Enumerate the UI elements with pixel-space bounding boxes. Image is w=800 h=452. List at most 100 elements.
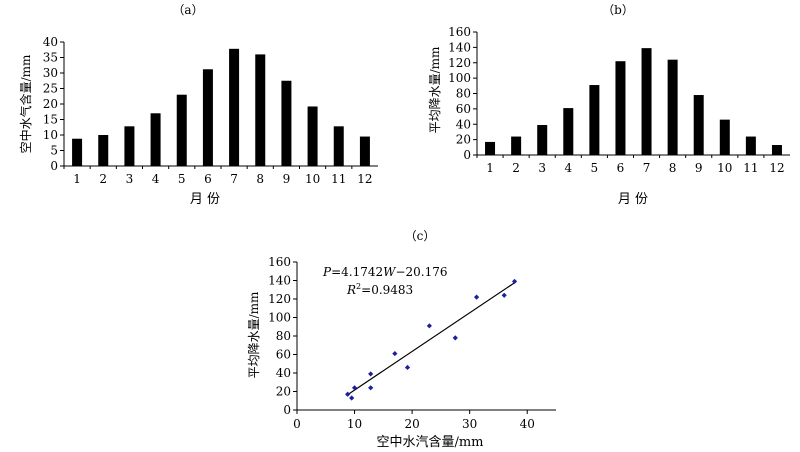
chart-c-data-point [511, 278, 518, 285]
chart-b-bar [719, 119, 730, 155]
chart-a-x-tick-label: 9 [283, 172, 291, 186]
chart-c-data-point [351, 385, 358, 391]
chart-b-bar [667, 59, 678, 155]
chart-b-y-tick-label: 100 [448, 71, 471, 85]
chart-b-x-tick-label: 1 [486, 161, 494, 175]
chart-c-x-tick-label: 0 [293, 417, 301, 431]
chart-c-y-tick-label: 60 [276, 348, 291, 362]
chart-b-y-tick-label: 0 [463, 148, 471, 162]
chart-b-x-axis-label: 月 份 [618, 192, 648, 207]
chart-c-x-tick-label: 30 [462, 417, 477, 431]
chart-a-bar [72, 138, 83, 166]
chart-c-data-point [368, 371, 374, 377]
chart-b-y-tick-label: 140 [448, 40, 471, 54]
chart-a-x-tick-label: 7 [230, 172, 238, 186]
chart-c-data-point [426, 323, 432, 329]
chart-b-bar [485, 141, 496, 155]
chart-a-x-tick-label: 3 [126, 172, 134, 186]
chart-b-bar [745, 136, 756, 155]
chart-c-data-point [452, 335, 458, 341]
chart-c-y-tick-label: 160 [268, 255, 291, 269]
chart-b-bar [537, 125, 548, 155]
chart-a-y-tick-label: 0 [50, 159, 58, 173]
chart-c-y-axis-label: 平均降水量/mm [247, 291, 261, 378]
chart-a-bar [359, 136, 370, 166]
chart-b-y-tick-label: 80 [456, 87, 471, 101]
chart-c-data-point [404, 364, 411, 371]
chart-b-bar [589, 85, 600, 155]
chart-b-x-tick-label: 5 [591, 161, 599, 175]
chart-b-bar [511, 136, 522, 155]
chart-b-x-tick-label: 11 [743, 161, 758, 175]
chart-c-data-point [349, 395, 355, 401]
chart-a-bar [202, 69, 213, 166]
chart-a-x-tick-label: 4 [152, 172, 160, 186]
chart-a-y-tick-label: 5 [50, 144, 58, 158]
chart-c-data-point [392, 350, 398, 357]
chart-b-x-tick-label: 6 [617, 161, 625, 175]
chart-c-data-point [368, 385, 374, 391]
chart-a-bar [281, 80, 292, 166]
chart-c-x-tick-label: 10 [347, 417, 362, 431]
chart-a-y-axis-label: 空中水气含量/mm [18, 54, 33, 153]
chart-c-y-tick-label: 120 [268, 292, 291, 306]
chart-c-x-axis-label: 空中水汽含量/mm [376, 434, 483, 450]
chart-a-x-tick-label: 6 [204, 172, 212, 186]
regression-equation: P=4.1742W−20.176 [322, 265, 448, 279]
chart-a-bar [333, 126, 344, 166]
chart-a-y-tick-label: 10 [43, 128, 58, 142]
chart-a-bar [150, 113, 161, 166]
r-squared-label: R2=0.9483 [346, 282, 413, 297]
chart-b-bar [563, 108, 574, 155]
chart-a-x-tick-label: 12 [357, 172, 372, 186]
chart-a-bar [98, 135, 109, 166]
chart-a-bar [124, 126, 135, 166]
chart-a-x-tick-label: 2 [99, 172, 107, 186]
chart-c-y-tick-label: 100 [268, 311, 291, 325]
chart-b-bar [693, 95, 704, 155]
chart-b-x-tick-label: 2 [512, 161, 520, 175]
chart-c-x-tick-label: 20 [404, 417, 419, 431]
chart-c-x-tick-label: 40 [520, 417, 535, 431]
chart-a-y-tick-label: 20 [43, 97, 58, 111]
chart-b-bar [641, 48, 652, 155]
chart-a-bar [307, 106, 318, 166]
chart-a-bar [176, 94, 187, 166]
chart-b-panel-label: （b） [602, 3, 634, 17]
chart-c-y-tick-label: 40 [276, 366, 291, 380]
chart-b-x-tick-label: 4 [564, 161, 572, 175]
chart-a-x-tick-label: 11 [331, 172, 346, 186]
chart-b-x-tick-label: 9 [695, 161, 703, 175]
chart-b-x-tick-label: 12 [769, 161, 784, 175]
chart-a-y-tick-label: 30 [43, 66, 58, 80]
chart-c: （c） 空中水汽含量/mm 平均降水量/mm P=4.1742W−20.176 … [247, 229, 556, 450]
chart-a-x-axis-label: 月 份 [190, 192, 220, 207]
chart-a-y-tick-label: 40 [43, 35, 58, 49]
chart-a-x-tick-label: 1 [73, 172, 81, 186]
chart-b-x-tick-label: 8 [669, 161, 677, 175]
chart-b-y-tick-label: 160 [448, 25, 471, 39]
chart-c-y-tick-label: 0 [283, 403, 291, 417]
chart-c-y-tick-label: 80 [276, 329, 291, 343]
chart-b-y-tick-label: 40 [456, 117, 471, 131]
chart-c-data-point [473, 294, 480, 300]
chart-a-y-tick-label: 15 [43, 113, 58, 127]
chart-c-y-tick-label: 20 [276, 385, 291, 399]
chart-a-bar [229, 48, 240, 166]
chart-a-x-tick-label: 8 [256, 172, 264, 186]
chart-a-x-tick-label: 5 [178, 172, 186, 186]
chart-b-x-tick-label: 7 [643, 161, 651, 175]
chart-b-y-axis-label: 平均降水量/mm [428, 46, 442, 133]
chart-b-y-tick-label: 60 [456, 102, 471, 116]
chart-a-bar [255, 54, 266, 166]
chart-a-panel-label: （a） [172, 3, 203, 17]
chart-a-y-tick-label: 35 [43, 51, 58, 65]
chart-b-bar [771, 145, 782, 155]
chart-c-trend-line [346, 282, 515, 396]
chart-a-y-tick-label: 25 [43, 82, 58, 96]
chart-c-panel-label: （c） [405, 229, 436, 243]
chart-b-x-tick-label: 3 [538, 161, 546, 175]
chart-a-x-tick-label: 10 [305, 172, 320, 186]
chart-c-y-tick-label: 140 [268, 274, 291, 288]
